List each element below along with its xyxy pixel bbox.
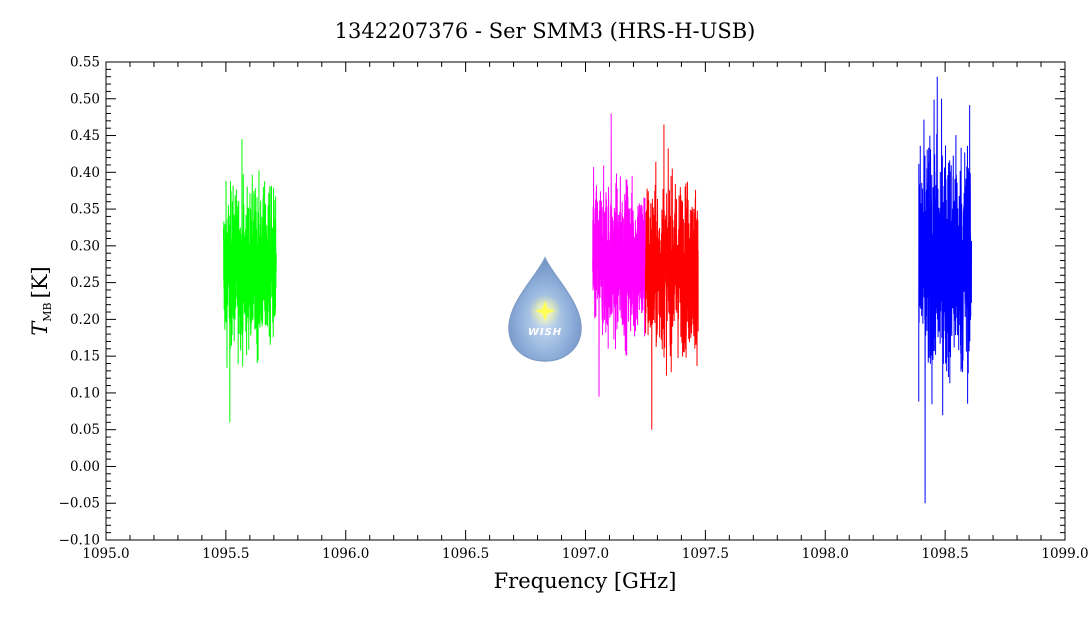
chart-title: 1342207376 - Ser SMM3 (HRS-H-USB) <box>335 19 756 43</box>
y-axis-label-sub: MB <box>41 302 54 321</box>
x-tick-label: 1098.5 <box>922 546 969 562</box>
y-tick-label: 0.50 <box>70 91 100 107</box>
y-tick-label: 0.55 <box>70 55 100 71</box>
y-tick-label: 0.10 <box>70 385 100 401</box>
y-tick-label: 0.00 <box>70 459 100 475</box>
y-tick-label: 0.30 <box>70 238 100 254</box>
x-tick-label: 1097.0 <box>562 546 609 562</box>
x-tick-label: 1097.5 <box>682 546 729 562</box>
y-axis-label-unit: [K] <box>28 266 52 298</box>
wish-logo: WISH <box>508 256 582 362</box>
svg-text:TMB[K]: TMB [K] <box>28 266 54 335</box>
x-axis-label: Frequency [GHz] <box>494 569 677 593</box>
x-tick-label: 1099.0 <box>1041 546 1088 562</box>
spectrum-series-1 <box>222 139 277 423</box>
spectrum-series-2 <box>592 113 646 397</box>
x-tick-label: 1096.5 <box>442 546 489 562</box>
y-tick-label: 0.20 <box>70 312 100 328</box>
y-tick-label: 0.15 <box>70 349 100 365</box>
x-tick-label: 1095.5 <box>202 546 249 562</box>
logo-text: WISH <box>528 327 562 338</box>
spectrum-series-3 <box>644 124 699 430</box>
y-tick-label: 0.05 <box>70 422 100 438</box>
series-layer <box>222 76 972 504</box>
y-tick-label: −0.05 <box>59 496 100 512</box>
x-tick-label: 1096.0 <box>322 546 369 562</box>
y-tick-label: 0.45 <box>70 128 100 144</box>
y-tick-label: 0.35 <box>70 202 100 218</box>
x-tick-label: 1098.0 <box>802 546 849 562</box>
spectrum-series-4 <box>918 76 972 504</box>
y-tick-label: 0.40 <box>70 165 100 181</box>
y-axis-label-main: T <box>28 320 52 336</box>
x-tick-label: 1095.0 <box>82 546 129 562</box>
y-tick-label: −0.10 <box>59 533 100 549</box>
axis-layer: 1095.0 1095.5 1096.0 1096.5 1097.0 1097.5 1098… <box>59 55 1089 563</box>
y-tick-label: 0.25 <box>70 275 100 291</box>
y-axis-label: TMB [K] <box>28 266 54 335</box>
